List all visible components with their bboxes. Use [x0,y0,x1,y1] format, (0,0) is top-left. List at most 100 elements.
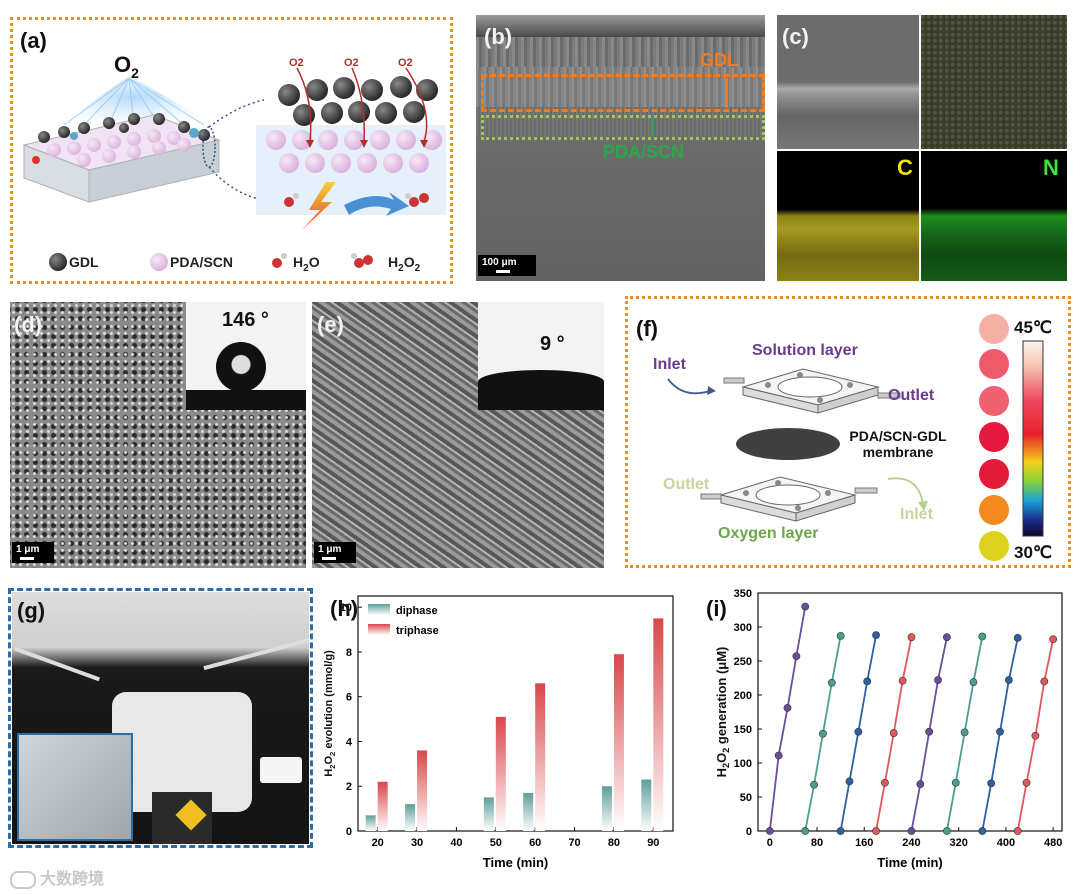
point-cycle8 [1013,827,1022,835]
point-cycle4 [889,729,898,737]
x-tick-label: 160 [855,837,873,849]
point-cycle1 [783,704,792,712]
y-tick-label: 10 [340,602,352,614]
panel-i-label: (i) [706,596,727,621]
y-tick-label: 50 [740,792,752,804]
point-cycle1 [792,652,801,661]
x-tick-label: 20 [372,837,384,849]
x-tick-label: 70 [568,837,580,849]
x-tick-label: 80 [811,837,823,849]
panel-d-contact-angle: 146 ° [222,309,269,331]
panel-h-label: (h) [330,596,359,621]
legend-swatch-triphase [368,624,390,635]
y-tick-label: 200 [734,690,752,702]
x-tick-label: 400 [997,837,1015,849]
y-tick-label: 2 [346,781,352,793]
series-line-cycle1 [768,606,807,832]
panel-c-sem-image [777,15,919,149]
oxygen-layer-label: Oxygen layer [718,525,819,542]
panel-e-contact-angle-inset [478,302,604,410]
point-cycle3 [845,777,854,786]
x-tick-label: 0 [767,837,773,849]
bar-diphase-50 [483,797,494,831]
gdl-annotation: GDL [700,50,738,70]
bar-diphase-90 [641,779,652,831]
y-tick-label: 6 [346,692,352,704]
x-tick-label: 480 [1044,837,1062,849]
point-cycle3 [854,727,863,736]
panel-g-inset-photo [17,733,133,841]
panel-d-contact-angle-inset [186,302,306,410]
panel-g-frame [8,588,313,848]
point-cycle3 [836,827,845,835]
o2-arrow-label-2: O2 [344,57,359,69]
panel-i-line-chart: 0 50 100 150 200 250 300 350 0 80 160 240 320 400 480 T… [714,588,1063,870]
x-axis-label: Time (min) [483,855,549,870]
point-cycle6 [969,678,978,686]
x-tick-label: 240 [902,837,920,849]
plot-frame [757,592,1063,832]
bar-triphase-80 [613,654,624,831]
temp-high-label: 45℃ [1014,318,1053,337]
x-tick-label: 80 [608,837,620,849]
legend-label-diphase: diphase [396,605,438,617]
point-cycle5 [907,827,916,835]
panel-g-photo [12,592,309,844]
y-tick-label: 0 [346,826,352,838]
pda-box [481,115,765,140]
panel-h-bar-chart: 0 2 4 6 8 10 20 30 40 50 60 70 80 90 diphase triphase Ti… [323,595,674,870]
outlet-bottom-label: Outlet [663,476,710,493]
panel-f-label: (f) [636,316,658,341]
y-tick-label: 350 [734,588,752,600]
point-cycle7 [996,727,1004,736]
panel-b-scale-bar: 100 μm [478,255,536,276]
y-tick-label: 0 [746,826,752,838]
point-cycle7 [978,827,987,835]
watermark: 大数跨境 [10,865,104,889]
legend-label-triphase: triphase [396,625,439,637]
watermark-logo-icon [10,870,36,889]
panel-c-label: (c) [782,24,809,49]
bar-triphase-60 [535,683,546,831]
y-tick-label: 150 [734,724,752,736]
x-tick-label: 40 [450,837,462,849]
point-cycle7 [987,779,996,788]
point-cycle4 [907,633,916,642]
temp-low-label: 30℃ [1014,543,1053,562]
panel-g-label: (g) [17,598,46,623]
plot-frame [357,595,674,832]
point-cycle5 [916,780,925,788]
y-tick-label: 100 [734,758,752,770]
point-cycle2 [827,678,836,687]
o2-main-label: O2 [114,52,139,81]
pda-thickness-marker [651,117,653,137]
point-cycle6 [978,632,987,641]
y-axis-label: H2O2 generation (μM) [714,647,731,778]
point-cycle5 [934,676,942,684]
gdl-thickness-marker [726,78,728,108]
legend-h2o: H2O [293,254,320,274]
point-cycle3 [863,677,872,686]
point-cycle2 [819,729,827,738]
panel-c-overlay-map [921,15,1067,149]
y-tick-label: 300 [734,622,752,634]
bar-diphase-60 [523,792,534,831]
bar-triphase-20 [377,781,388,831]
bar-diphase-30 [405,804,416,831]
x-tick-label: 90 [647,837,659,849]
legend-gdl: GDL [69,254,99,270]
bar-triphase-30 [417,750,428,831]
point-cycle6 [960,728,969,737]
x-tick-label: 50 [490,837,502,849]
panel-d-label: (d) [14,312,43,337]
point-cycle2 [810,780,818,789]
bar-diphase-20 [365,815,376,831]
point-cycle8 [1049,635,1058,644]
bar-triphase-50 [495,716,506,831]
legend-swatch-diphase [368,604,390,615]
bar-diphase-80 [601,786,612,831]
inlet-bottom-label: Inlet [900,506,933,523]
legend-pda-scn: PDA/SCN [170,254,234,270]
panel-e-label: (e) [317,312,344,337]
x-axis-label: Time (min) [877,855,943,870]
